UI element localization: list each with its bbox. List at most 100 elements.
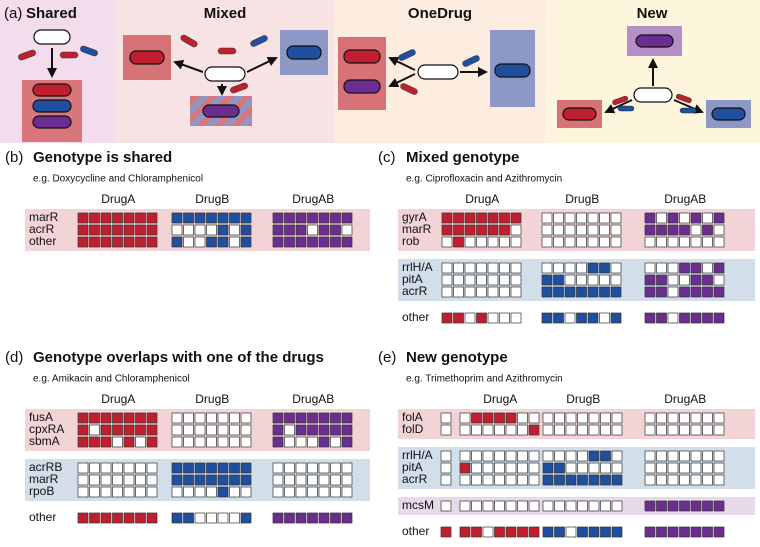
genotype-cell	[599, 212, 610, 224]
genotype-cell	[112, 474, 123, 486]
genotype-cell	[554, 424, 565, 436]
column-header: DrugA	[101, 192, 135, 206]
genotype-cell	[679, 312, 690, 324]
genotype-cell	[123, 512, 135, 524]
genotype-cell	[510, 212, 522, 224]
genotype-cell	[206, 436, 217, 448]
genotype-cell	[229, 462, 240, 474]
genotype-cell	[656, 412, 667, 424]
genotype-cell	[146, 486, 158, 498]
genotype-cell	[229, 436, 240, 448]
genotype-cell	[440, 424, 452, 436]
genotype-cell	[194, 462, 206, 474]
genotype-cell	[644, 450, 656, 462]
panel-label: (e)	[378, 349, 396, 366]
genotype-cell	[135, 436, 146, 448]
genotype-cell	[284, 224, 295, 236]
genotype-cell	[588, 500, 600, 512]
genotype-cell	[206, 462, 217, 474]
genotype-cell	[459, 462, 471, 474]
column-header: DrugAB	[664, 192, 706, 206]
genotype-cell	[510, 274, 522, 286]
genotype-cell	[517, 474, 528, 486]
genotype-cell	[553, 274, 564, 286]
group-bg	[398, 497, 755, 515]
genotype-cell	[702, 262, 713, 274]
genotype-cell	[272, 474, 284, 486]
gene-label: rrlH/A	[402, 448, 433, 462]
genotype-cell	[194, 474, 206, 486]
genotype-cell	[599, 236, 610, 248]
genotype-cell	[77, 236, 89, 248]
genotype-cell	[505, 450, 517, 462]
genotype-cell	[217, 236, 229, 248]
genotype-cell	[667, 424, 679, 436]
genotype-cell	[272, 412, 284, 424]
genotype-cell	[494, 424, 505, 436]
cell-icon	[633, 87, 673, 103]
genotype-cell	[588, 424, 600, 436]
genotype-cell	[171, 474, 183, 486]
genotype-cell	[587, 236, 599, 248]
genotype-cell	[123, 224, 135, 236]
column-header: DrugA	[101, 392, 135, 406]
genotype-cell	[564, 274, 576, 286]
genotype-cell	[341, 486, 353, 498]
genotype-cell	[112, 512, 123, 524]
genotype-cell	[295, 212, 307, 224]
genotype-cell	[553, 262, 564, 274]
genotype-cell	[240, 512, 252, 524]
genotype-cell	[330, 436, 341, 448]
genotype-cell	[554, 526, 565, 538]
genotype-cell	[330, 236, 341, 248]
panel-label: (c)	[378, 149, 396, 166]
genotype-cell	[77, 486, 89, 498]
gene-label: rrlH/A	[402, 260, 433, 274]
genotype-cell	[679, 262, 690, 274]
genotype-cell	[644, 500, 656, 512]
gene-label: folA	[402, 410, 423, 424]
gene-label: gyrA	[402, 210, 427, 224]
genotype-cell	[499, 236, 510, 248]
genotype-cell	[702, 500, 713, 512]
genotype-cell	[577, 526, 588, 538]
genotype-cell	[587, 274, 599, 286]
genotype-cell	[564, 224, 576, 236]
genotype-cell	[713, 274, 725, 286]
cell-icon	[343, 49, 381, 64]
genotype-cell	[644, 274, 656, 286]
genotype-cell	[487, 274, 499, 286]
genotype-cell	[240, 436, 252, 448]
genotype-cell	[318, 512, 330, 524]
genotype-cell	[702, 424, 713, 436]
genotype-cell	[577, 424, 588, 436]
genotype-cell	[284, 512, 295, 524]
genotype-cell	[554, 474, 565, 486]
genotype-cell	[471, 500, 482, 512]
genotype-cell	[656, 312, 667, 324]
genotype-cell	[679, 412, 690, 424]
pills	[398, 49, 480, 95]
genotype-cell	[206, 412, 217, 424]
genotype-cell	[690, 424, 702, 436]
genotype-cell	[471, 424, 482, 436]
genotype-cell	[459, 526, 471, 538]
genotype-cell	[600, 474, 611, 486]
genotype-cell	[77, 474, 89, 486]
genotype-cell	[194, 436, 206, 448]
genotype-cell	[77, 412, 89, 424]
panel-title: Mixed genotype	[406, 149, 519, 166]
genotype-cell	[576, 286, 587, 298]
genotype-cell	[89, 424, 100, 436]
genotype-cell	[476, 312, 487, 324]
genotype-cell	[656, 224, 667, 236]
genotype-cell	[441, 286, 453, 298]
genotype-cell	[135, 236, 146, 248]
genotype-cell	[611, 500, 623, 512]
genotype-cell	[135, 424, 146, 436]
genotype-cell	[229, 236, 240, 248]
genotype-cell	[510, 312, 522, 324]
population-box	[338, 37, 386, 110]
genotype-cell	[194, 236, 206, 248]
